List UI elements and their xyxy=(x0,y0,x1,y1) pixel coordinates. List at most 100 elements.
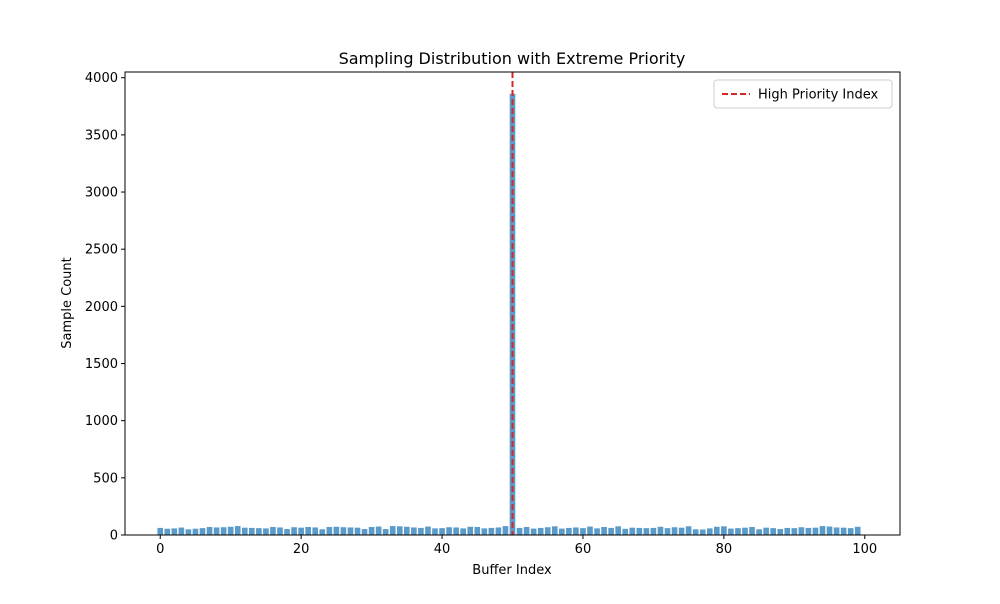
bar-69 xyxy=(643,528,650,535)
bar-32 xyxy=(382,529,389,535)
bar-98 xyxy=(847,528,854,535)
bar-65 xyxy=(615,526,621,535)
bar-62 xyxy=(594,528,600,535)
bar-31 xyxy=(375,526,382,535)
bar-23 xyxy=(319,529,326,535)
bar-10 xyxy=(227,526,234,535)
bar-97 xyxy=(840,527,847,535)
bar-85 xyxy=(756,529,762,535)
bar-29 xyxy=(361,529,368,535)
bar-11 xyxy=(234,526,241,535)
bar-89 xyxy=(784,527,791,535)
bar-57 xyxy=(559,528,565,535)
bars xyxy=(157,93,861,536)
y-tick-label-4000: 4000 xyxy=(85,71,118,86)
bar-79 xyxy=(714,526,720,535)
bar-37 xyxy=(418,527,424,535)
bar-91 xyxy=(798,527,805,535)
bar-92 xyxy=(805,527,812,535)
bar-64 xyxy=(608,527,614,535)
bar-3 xyxy=(178,527,185,535)
y-tick-label-2000: 2000 xyxy=(85,300,118,315)
y-tick-label-1000: 1000 xyxy=(85,414,118,429)
legend: High Priority Index xyxy=(713,79,893,109)
bar-22 xyxy=(312,527,319,535)
bar-30 xyxy=(368,526,375,535)
bar-17 xyxy=(277,527,283,535)
bar-93 xyxy=(812,527,819,535)
bar-53 xyxy=(530,528,537,535)
plot-frame xyxy=(124,71,901,536)
bar-39 xyxy=(432,528,438,535)
y-tick-label-1500: 1500 xyxy=(85,357,118,372)
bar-84 xyxy=(749,526,755,535)
bar-9 xyxy=(220,527,227,535)
x-axis-label: Buffer Index xyxy=(472,563,552,578)
bar-12 xyxy=(241,527,248,535)
y-tick-label-3500: 3500 xyxy=(85,128,118,143)
bar-50 xyxy=(509,93,516,536)
bar-0 xyxy=(157,527,164,535)
chart-title: Sampling Distribution with Extreme Prior… xyxy=(339,49,686,68)
bar-51 xyxy=(516,527,523,535)
bar-42 xyxy=(453,527,459,535)
bar-72 xyxy=(664,528,671,535)
bar-88 xyxy=(777,529,784,535)
bar-63 xyxy=(601,526,607,535)
bar-58 xyxy=(566,527,572,535)
bar-78 xyxy=(706,528,713,535)
bar-35 xyxy=(404,526,410,535)
bar-82 xyxy=(735,528,741,535)
bar-15 xyxy=(263,528,269,535)
bar-61 xyxy=(587,526,593,535)
bar-74 xyxy=(678,527,685,535)
bar-77 xyxy=(699,529,706,535)
bar-90 xyxy=(791,528,798,535)
bar-56 xyxy=(551,526,558,535)
bar-25 xyxy=(333,526,340,535)
bar-1 xyxy=(164,528,171,535)
bar-5 xyxy=(192,528,199,535)
bar-46 xyxy=(481,528,488,535)
y-tick-label-500: 500 xyxy=(93,471,118,486)
bar-45 xyxy=(474,526,481,535)
y-tick-label-3000: 3000 xyxy=(85,186,118,201)
bar-13 xyxy=(249,527,255,535)
bar-83 xyxy=(742,527,748,535)
bar-14 xyxy=(256,528,262,535)
bar-44 xyxy=(467,526,474,535)
y-axis-label: Sample Count xyxy=(60,257,75,348)
bar-24 xyxy=(326,526,333,535)
bar-94 xyxy=(819,526,826,535)
bar-27 xyxy=(347,527,354,535)
bar-95 xyxy=(826,526,833,535)
bar-55 xyxy=(544,527,551,535)
bar-66 xyxy=(622,528,629,535)
bar-6 xyxy=(199,528,206,535)
bar-40 xyxy=(439,528,445,535)
bar-68 xyxy=(636,527,643,535)
bar-87 xyxy=(770,528,776,535)
bar-18 xyxy=(284,529,290,535)
bar-60 xyxy=(580,528,586,535)
bar-54 xyxy=(537,527,544,535)
bar-48 xyxy=(495,527,502,535)
bar-70 xyxy=(650,527,657,535)
bar-28 xyxy=(354,527,361,535)
bar-8 xyxy=(213,527,220,535)
bar-16 xyxy=(270,526,276,535)
bar-2 xyxy=(171,528,178,535)
bar-26 xyxy=(340,527,347,535)
bar-73 xyxy=(671,527,678,535)
x-tick-label-0: 0 xyxy=(156,542,164,557)
bar-86 xyxy=(763,527,769,535)
y-tick-label-2500: 2500 xyxy=(85,243,118,258)
y-axis-ticks: 0 500 1000 1500 2000 2500 3000 3500 4000 xyxy=(85,71,125,544)
bar-4 xyxy=(185,529,192,535)
bar-52 xyxy=(523,526,530,535)
bar-75 xyxy=(685,526,692,535)
bar-71 xyxy=(657,526,664,535)
bar-38 xyxy=(425,526,431,535)
